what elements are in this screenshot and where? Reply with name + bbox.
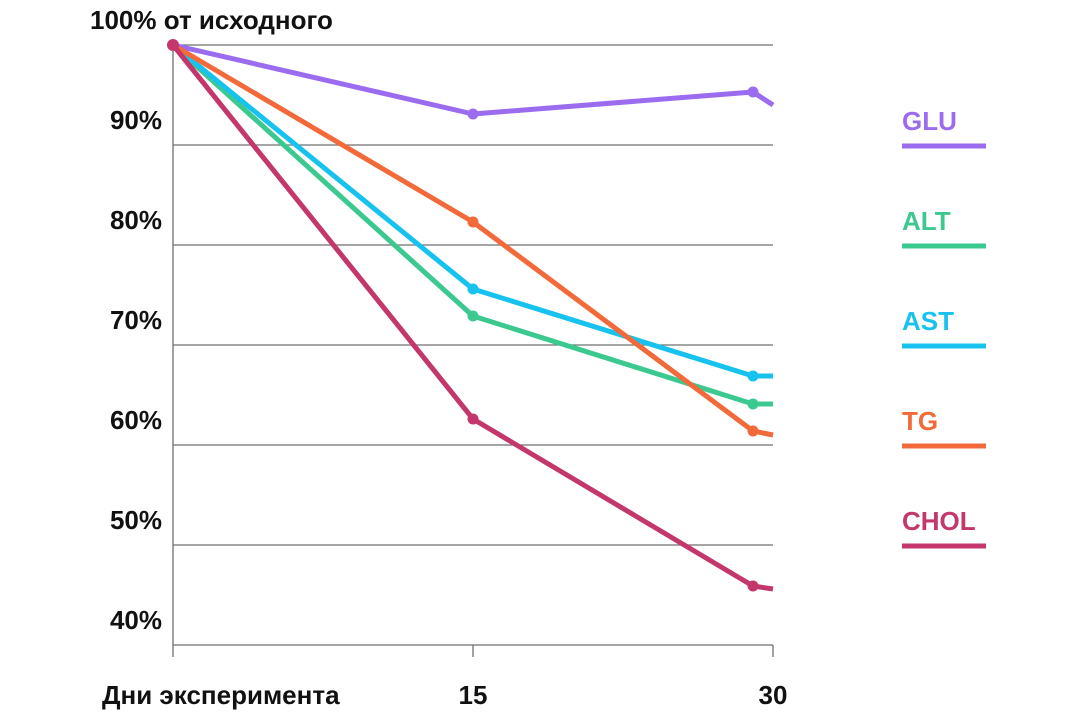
legend-label: AST — [902, 306, 954, 336]
data-point — [747, 425, 759, 437]
legend-item-alt: ALT — [902, 206, 986, 249]
y-tick-label: 90% — [110, 105, 162, 135]
x-tick-label: 15 — [459, 680, 488, 710]
legend-label: GLU — [902, 106, 957, 136]
series-lines — [167, 39, 775, 592]
axes — [172, 45, 774, 657]
data-point — [747, 398, 759, 410]
legend-item-tg: TG — [902, 406, 986, 449]
x-tick-label: 30 — [759, 680, 788, 710]
legend-label: CHOL — [902, 506, 976, 536]
legend-label: ALT — [902, 206, 951, 236]
data-point — [467, 108, 479, 120]
data-point — [747, 580, 759, 592]
legend-item-glu: GLU — [902, 106, 986, 149]
legend-item-ast: AST — [902, 306, 986, 349]
series-line — [171, 42, 774, 438]
legend: GLU ALT AST TG CHOL — [902, 106, 986, 549]
data-point — [467, 413, 479, 425]
series-ast — [167, 39, 773, 382]
y-tick-label: 80% — [110, 205, 162, 235]
data-point — [467, 216, 479, 228]
legend-item-chol: CHOL — [902, 506, 986, 549]
y-tick-label: 40% — [110, 605, 162, 635]
series-line — [171, 43, 773, 407]
y-tick-label: 70% — [110, 305, 162, 335]
series-line — [172, 42, 775, 117]
y-tick-label: 50% — [110, 505, 162, 535]
x-axis-label: Дни эксперимента — [102, 680, 340, 710]
series-line — [171, 43, 774, 592]
data-point — [467, 283, 479, 295]
y-tick-label: 60% — [110, 405, 162, 435]
grid-lines — [173, 44, 773, 546]
x-tick-labels: Дни эксперимента 15 30 — [102, 680, 787, 710]
data-point — [467, 310, 479, 322]
data-point — [747, 86, 759, 98]
series-glu — [167, 39, 775, 120]
data-point — [747, 370, 759, 382]
y-tick-labels: 100% от исходного 90% 80% 70% 60% 50% 40% — [90, 5, 333, 635]
origin-point — [167, 39, 179, 51]
legend-label: TG — [902, 406, 938, 436]
series-line — [171, 43, 773, 379]
y-tick-label: 100% от исходного — [90, 5, 333, 35]
